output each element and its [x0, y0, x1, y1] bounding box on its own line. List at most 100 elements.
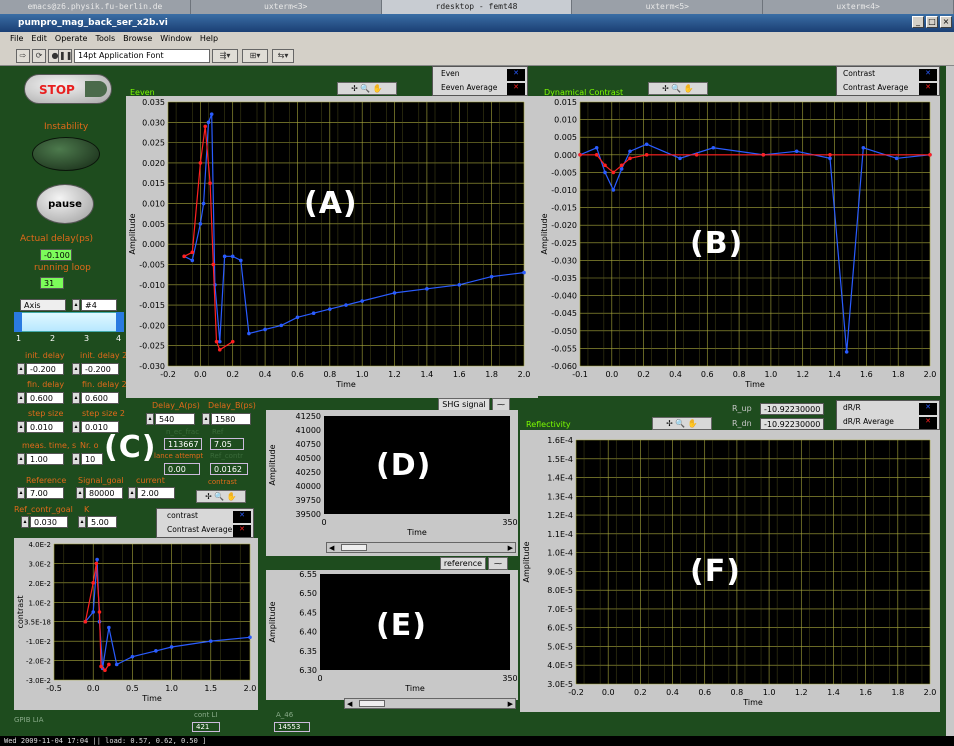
signal-goal-spinner[interactable]: ▴: [76, 487, 84, 499]
chart-c: 4.0E-2 3.0E-2 2.0E-2 1.0E-2 3.5E-18 -1.0E-2 -2…: [14, 538, 258, 710]
init-delay2-input[interactable]: -0.200: [81, 363, 119, 375]
font-select[interactable]: 14pt Application Font: [74, 49, 210, 63]
nr-input[interactable]: 10: [81, 453, 103, 465]
vertical-scrollbar[interactable]: [946, 66, 954, 736]
graph-e-scrollbar[interactable]: ◀ ▶: [344, 698, 516, 709]
x-tick-label: 1.4: [827, 688, 840, 697]
k-spinner[interactable]: ▴: [78, 516, 86, 528]
reorder-icon[interactable]: ⇆▾: [272, 49, 294, 63]
scroll-thumb[interactable]: [359, 700, 385, 707]
menu-tools[interactable]: Tools: [95, 34, 116, 43]
taskbar-item-emacs[interactable]: emacs@z6.physik.fu-berlin.de: [0, 0, 191, 14]
scroll-left-icon[interactable]: ◀: [347, 700, 353, 708]
step-size2-label: step size 2: [82, 409, 125, 418]
stop-button[interactable]: STOP: [24, 74, 112, 104]
y-tick-label: -0.015: [139, 301, 165, 310]
close-icon[interactable]: ×: [940, 16, 952, 28]
pause-button[interactable]: pause: [36, 184, 94, 224]
data-point: [209, 112, 214, 116]
axis-slider[interactable]: [14, 312, 124, 332]
ref-contr-goal-spinner[interactable]: ▴: [21, 516, 29, 528]
taskbar-item-rdesktop[interactable]: rdesktop - femt48: [381, 0, 573, 14]
run-continuous-icon[interactable]: ⟳: [32, 49, 46, 63]
graph-b-tools[interactable]: ✢ 🔍 ✋: [648, 82, 708, 95]
data-point: [95, 557, 99, 562]
init-delay-input[interactable]: -0.200: [26, 363, 64, 375]
axis-select-spinner[interactable]: ▴: [72, 299, 80, 311]
minimize-icon[interactable]: _: [912, 16, 924, 28]
menu-help[interactable]: Help: [199, 34, 219, 43]
scroll-left-icon[interactable]: ◀: [329, 544, 335, 552]
x-axis-label: Time: [744, 380, 765, 389]
graph-f-tools[interactable]: ✢ 🔍 ✋: [652, 417, 712, 430]
graph-e-plot-icon[interactable]: ⁓: [488, 557, 508, 570]
menu-window[interactable]: Window: [160, 34, 192, 43]
scroll-right-icon[interactable]: ▶: [507, 544, 513, 552]
taskbar-item-uxterm4[interactable]: uxterm<4>: [763, 0, 954, 14]
init-delay-spinner[interactable]: ▴: [17, 363, 25, 375]
step-size2-spinner[interactable]: ▴: [72, 421, 80, 433]
run-arrow-icon[interactable]: ⇨: [16, 49, 30, 63]
taskbar-item-uxterm5[interactable]: uxterm<5>: [572, 0, 764, 14]
delay-a-input[interactable]: 540: [155, 413, 195, 425]
signal-goal-input[interactable]: 80000: [85, 487, 123, 499]
reference-input[interactable]: 7.00: [26, 487, 64, 499]
fin-delay2-spinner[interactable]: ▴: [72, 392, 80, 404]
meas-time-spinner[interactable]: ▴: [17, 453, 25, 465]
maximize-icon[interactable]: □: [926, 16, 938, 28]
graph-a-tools[interactable]: ✢ 🔍 ✋: [337, 82, 397, 95]
slider-left-handle[interactable]: [14, 312, 22, 332]
taskbar-item-uxterm3[interactable]: uxterm<3>: [191, 0, 382, 14]
y-tick-label: 6.40: [299, 628, 317, 637]
data-point: [844, 350, 849, 354]
y-tick-label: -1.0E-2: [26, 638, 51, 646]
menu-file[interactable]: File: [10, 34, 24, 43]
y-tick-label: -0.040: [551, 292, 577, 301]
y-tick-label: 40250: [296, 468, 321, 477]
meas-time-label: meas. time, s: [22, 441, 77, 450]
nr-spinner[interactable]: ▴: [72, 453, 80, 465]
data-point: [217, 339, 222, 344]
data-point: [311, 311, 316, 315]
data-point: [222, 254, 227, 259]
meas-time-input[interactable]: 1.00: [26, 453, 64, 465]
current-input[interactable]: 2.00: [137, 487, 175, 499]
pause-icon[interactable]: ❚❚: [58, 49, 72, 63]
distribute-icon[interactable]: ⊞▾: [242, 49, 268, 63]
delay-b-spinner[interactable]: ▴: [202, 413, 210, 425]
delay-b-input[interactable]: 1580: [211, 413, 251, 425]
y-tick-label: 4.0E-5: [547, 661, 573, 670]
current-spinner[interactable]: ▴: [128, 487, 136, 499]
graph-c-tools[interactable]: ✢ 🔍 ✋: [196, 490, 246, 503]
init-delay2-spinner[interactable]: ▴: [72, 363, 80, 375]
window-controls: _ □ ×: [912, 16, 952, 28]
y-tick-label: 0.030: [142, 118, 165, 127]
ref-contr-goal-input[interactable]: 0.030: [30, 516, 68, 528]
slider-right-handle[interactable]: [116, 312, 124, 332]
scroll-thumb[interactable]: [341, 544, 367, 551]
menu-operate[interactable]: Operate: [54, 34, 88, 43]
scroll-right-icon[interactable]: ▶: [507, 700, 513, 708]
menu-edit[interactable]: Edit: [31, 34, 47, 43]
y-tick-label: 9.0E-5: [547, 567, 573, 576]
menu-browse[interactable]: Browse: [123, 34, 153, 43]
x-tick-label: 1.8: [485, 370, 498, 379]
step-size-input[interactable]: 0.010: [26, 421, 64, 433]
x-axis-label: Time: [742, 698, 763, 707]
y-tick-label: 0.000: [554, 151, 577, 160]
align-icon[interactable]: ⇶▾: [212, 49, 238, 63]
fin-delay-spinner[interactable]: ▴: [17, 392, 25, 404]
axis-select-value[interactable]: #4: [81, 299, 117, 311]
fin-delay-input[interactable]: 0.600: [26, 392, 64, 404]
step-size2-input[interactable]: 0.010: [81, 421, 119, 433]
balance-attempt-value: 0.00: [164, 463, 200, 475]
graph-d-scrollbar[interactable]: ◀ ▶: [326, 542, 516, 553]
k-input[interactable]: 5.00: [87, 516, 117, 528]
data-point: [208, 181, 212, 186]
x-tick-label: 0.5: [126, 684, 139, 693]
step-size-spinner[interactable]: ▴: [17, 421, 25, 433]
fin-delay2-input[interactable]: 0.600: [81, 392, 119, 404]
delay-a-spinner[interactable]: ▴: [146, 413, 154, 425]
reference-spinner[interactable]: ▴: [17, 487, 25, 499]
y-tick-label: 3.5E-18: [24, 619, 51, 627]
